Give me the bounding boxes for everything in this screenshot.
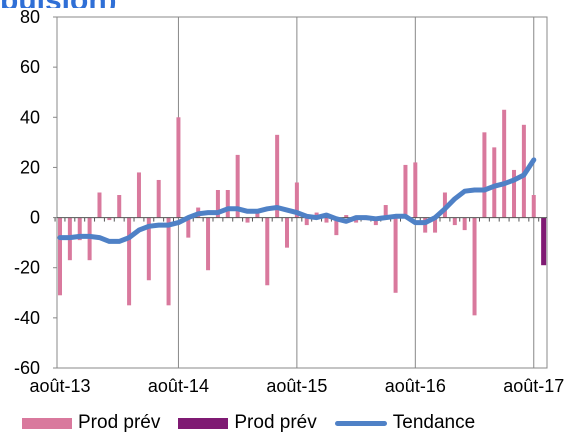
bar-prod-prev-pink bbox=[77, 217, 82, 241]
y-tick-label: -60 bbox=[14, 358, 40, 378]
y-tick-label: 0 bbox=[30, 208, 40, 228]
legend-label-prod-prev-purple: Prod prév bbox=[234, 412, 317, 433]
bar-prod-prev-pink bbox=[245, 217, 250, 223]
bar-prod-prev-purple bbox=[541, 217, 547, 266]
bar-prod-prev-pink bbox=[304, 217, 309, 226]
bar-prod-prev-pink bbox=[255, 212, 260, 218]
x-tick-label: août-17 bbox=[503, 376, 564, 396]
y-tick-label: 80 bbox=[20, 7, 40, 27]
bar-prod-prev-pink bbox=[285, 217, 290, 248]
bar-prod-prev-pink bbox=[97, 192, 102, 218]
x-tick-label: août-14 bbox=[148, 376, 209, 396]
legend-swatch-prod-prev-purple bbox=[178, 417, 229, 429]
bar-prod-prev-pink bbox=[127, 217, 132, 306]
x-tick-label: août-16 bbox=[385, 376, 446, 396]
bar-prod-prev-pink bbox=[344, 215, 349, 218]
bar-prod-prev-pink bbox=[442, 192, 447, 218]
x-tick-label: août-15 bbox=[266, 376, 327, 396]
y-tick-label: -20 bbox=[14, 258, 40, 278]
bar-prod-prev-pink bbox=[206, 217, 211, 271]
bar-prod-prev-pink bbox=[482, 132, 487, 218]
y-tick-label: -40 bbox=[14, 308, 40, 328]
bar-prod-prev-pink bbox=[531, 195, 536, 218]
bar-prod-prev-pink bbox=[502, 109, 507, 218]
legend-item-tendance: Tendance bbox=[334, 412, 476, 434]
bar-prod-prev-pink bbox=[492, 147, 497, 218]
bar-prod-prev-pink bbox=[462, 217, 467, 231]
bar-prod-prev-pink bbox=[265, 217, 270, 286]
bar-prod-prev-pink bbox=[58, 217, 62, 296]
chart-title-fragment: pulsion) bbox=[0, 0, 117, 8]
chart-title-text: pulsion) bbox=[0, 0, 117, 8]
plot-frame bbox=[56, 16, 548, 369]
bar-prod-prev-pink bbox=[117, 195, 122, 218]
bar-prod-prev-pink bbox=[334, 217, 339, 236]
legend-label-tendance: Tendance bbox=[392, 412, 476, 433]
bar-prod-prev-pink bbox=[452, 217, 457, 226]
bar-prod-prev-pink bbox=[215, 189, 220, 218]
bar-prod-prev-pink bbox=[136, 172, 141, 218]
bar-prod-prev-pink bbox=[225, 189, 230, 218]
bar-prod-prev-pink bbox=[235, 154, 240, 218]
bar-prod-prev-pink bbox=[275, 134, 280, 218]
bar-prod-prev-pink bbox=[433, 217, 438, 233]
y-tick-label: 20 bbox=[20, 157, 40, 177]
bar-prod-prev-pink bbox=[324, 217, 329, 223]
y-tick-label: 60 bbox=[20, 57, 40, 77]
legend-item-prod-prev-pink: Prod prév bbox=[22, 412, 160, 434]
legend-item-prod-prev-purple: Prod prév bbox=[178, 412, 317, 434]
bar-prod-prev-pink bbox=[186, 217, 191, 238]
trend-line-tendance bbox=[57, 157, 537, 244]
bar-prod-prev-pink bbox=[393, 217, 398, 293]
x-tick-label: août-13 bbox=[29, 376, 90, 396]
zero-axis-layer bbox=[54, 217, 547, 222]
legend-swatch-prod-prev-pink bbox=[22, 417, 72, 429]
legend-swatch-tendance bbox=[334, 420, 387, 426]
bar-prod-prev-pink bbox=[403, 164, 408, 218]
bar-prod-prev-pink bbox=[176, 117, 181, 218]
bar-prod-prev-pink bbox=[146, 217, 151, 281]
legend-label-prod-prev-pink: Prod prév bbox=[78, 412, 161, 433]
bar-prod-prev-pink bbox=[413, 162, 418, 218]
chart-svg: août-13 août-14 août-15 août-16 août-17 80 60 4… bbox=[14, 7, 564, 396]
bar-prod-prev-pink bbox=[156, 179, 161, 218]
trend-line-layer bbox=[57, 157, 537, 244]
bar-prod-prev-pink bbox=[383, 205, 388, 218]
bar-prod-prev-pink bbox=[472, 217, 477, 316]
bar-prod-prev-pink bbox=[294, 182, 299, 218]
y-tick-label: 40 bbox=[20, 107, 40, 127]
chart-legend: Prod prév Prod prév Tendance bbox=[22, 412, 493, 434]
bar-prod-prev-pink bbox=[166, 217, 171, 306]
bar-prod-prev-pink bbox=[512, 169, 517, 218]
bar-prod-prev-pink bbox=[107, 217, 112, 221]
bar-prod-prev-pink bbox=[373, 217, 378, 226]
tick-label-layer: août-13 août-14 août-15 août-16 août-17 80 60 4… bbox=[14, 7, 564, 396]
